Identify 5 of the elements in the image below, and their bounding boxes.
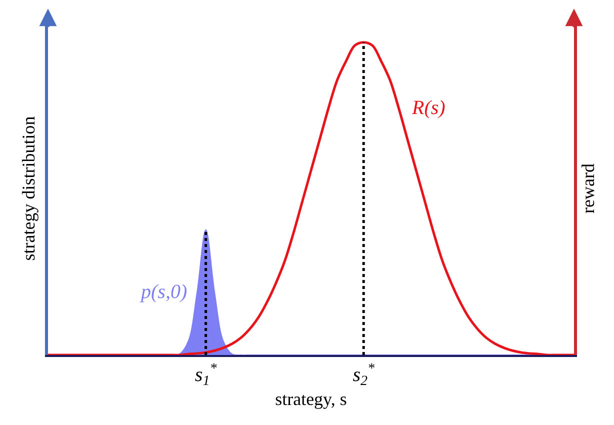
x-axis-title: strategy, s: [275, 388, 347, 409]
series-label: R(s): [411, 97, 446, 119]
y-axis-title: strategy distribution: [18, 116, 38, 261]
y2-axis-title: reward: [578, 164, 598, 214]
series-label: p(s,0): [139, 281, 188, 303]
